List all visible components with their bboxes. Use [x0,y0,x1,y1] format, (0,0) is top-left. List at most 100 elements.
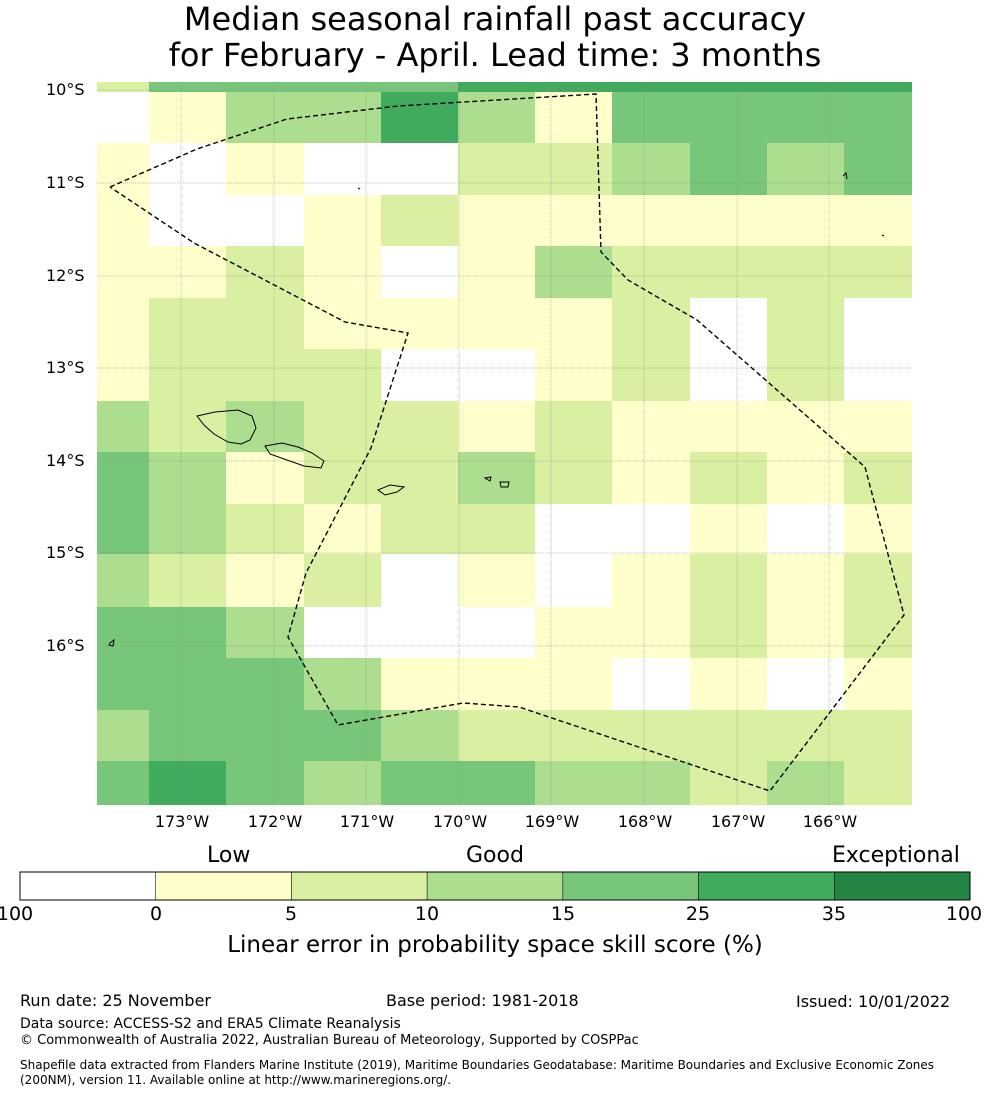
grid-cell [381,246,458,298]
colorbar-segment [426,871,564,901]
grid-cell [381,607,458,658]
lon-label-172w: 172°W [247,812,303,831]
grid-cell [612,658,690,710]
lat-label-10s: 10°S [46,80,85,99]
grid-cell [612,710,690,761]
manua-island-1 [483,476,492,482]
grid-cell [844,82,912,92]
lon-label-173w: 173°W [154,812,210,831]
grid-cell [767,504,844,554]
grid-cell [149,246,226,298]
grid-cell [226,195,304,246]
grid-cell [690,710,767,761]
grid-cell [690,143,767,195]
grid-cell [226,401,304,452]
lat-label-14s: 14°S [46,451,85,470]
lon-label-166w: 166°W [802,812,858,831]
grid-cell [458,298,535,349]
grid-cell [458,195,535,246]
grid-cell [149,143,226,195]
grid-cell [767,658,844,710]
grid-cell [690,401,767,452]
grid-cell [97,504,149,554]
grid-cell [844,658,912,710]
map-title-line1: Median seasonal rainfall past accuracy [183,0,807,38]
grid-cell [149,452,226,504]
land-outlines [108,171,885,647]
grid-cell [381,504,458,554]
grid-cell [690,349,767,401]
grid-cell [226,246,304,298]
grid-cell [381,195,458,246]
eez-boundary [109,93,905,792]
grid-cell [381,92,458,143]
grid-cell [767,349,844,401]
legend-tick: 5 [284,903,298,925]
legend-category-good: Good [466,843,524,868]
grid-cell [458,143,535,195]
grid-cell [381,349,458,401]
grid-cell [612,761,690,805]
legend-tick: 35 [821,903,847,925]
grid-cell [767,298,844,349]
lon-label-169w: 169°W [524,812,580,831]
grid-cell [304,401,381,452]
lat-label-11s: 11°S [46,173,85,192]
grid-cell [612,349,690,401]
grid-cell [458,761,535,805]
grid-cell [149,554,226,607]
grid-cell [767,554,844,607]
grid-cell [97,554,149,607]
grid-cell [690,298,767,349]
grid-cell [304,246,381,298]
base-period: Base period: 1981-2018 [386,991,579,1010]
grid-cell [458,658,535,710]
grid-cell [690,82,767,92]
colorbar-segment [19,871,156,901]
skill-score-grid [97,82,912,805]
grid-cell [690,246,767,298]
grid-cell [97,710,149,761]
swains-island [357,187,361,190]
grid-cell [535,452,612,504]
lon-label-167w: 167°W [710,812,766,831]
grid-cell [844,401,912,452]
grid-cell [226,761,304,805]
grid-cell [149,761,226,805]
grid-cell [844,607,912,658]
grid-cell [304,298,381,349]
grid-cell [304,143,381,195]
grid-cell [458,504,535,554]
grid-cell [612,554,690,607]
grid-cell [97,349,149,401]
grid-cell [458,401,535,452]
grid-cell [458,246,535,298]
manua-island-2 [499,481,510,488]
lat-label-16s: 16°S [46,636,85,655]
grid-cell [612,246,690,298]
lon-label-170w: 170°W [432,812,488,831]
wallis-island [108,638,115,647]
grid-cell [535,82,612,92]
grid-cell [844,554,912,607]
grid-cell [304,658,381,710]
grid-cell [844,143,912,195]
grid-cell [767,401,844,452]
lat-label-15s: 15°S [46,543,85,562]
map-title-line2: for February - April. Lead time: 3 month… [168,36,822,74]
grid-cell [844,195,912,246]
grid-cell [304,554,381,607]
grid-cell [458,82,535,92]
grid-cell [767,143,844,195]
legend-tick: 100 [945,903,983,925]
grid-cell [381,401,458,452]
grid-cell [226,607,304,658]
legend-tick: -100 [0,903,34,925]
grid-cell [149,504,226,554]
legend-tick: 10 [414,903,440,925]
grid-cell [97,401,149,452]
grid-cell [381,452,458,504]
tutuila-island [376,484,406,496]
grid-cell [304,349,381,401]
